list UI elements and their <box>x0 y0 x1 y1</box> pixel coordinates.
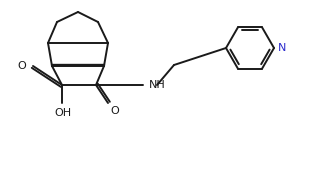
Text: O: O <box>18 61 26 71</box>
Text: NH: NH <box>149 80 166 90</box>
Text: O: O <box>110 106 119 116</box>
Text: OH: OH <box>54 108 72 118</box>
Text: N: N <box>278 43 286 53</box>
